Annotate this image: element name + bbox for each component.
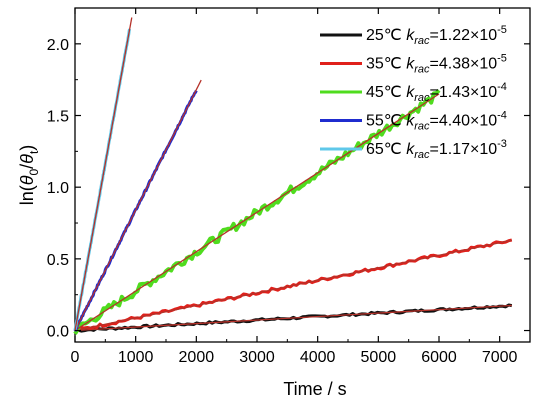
x-axis-title: Time / s (283, 379, 346, 399)
legend-label-2: 35℃ krac=4.38×10-5 (366, 53, 507, 76)
series-2 (74, 238, 513, 332)
y-tick-label: 0.0 (47, 324, 69, 341)
y-tick-label: 2.0 (47, 37, 69, 54)
x-tick-label: 5000 (361, 349, 397, 366)
series-layer (73, 17, 513, 335)
series-5 (73, 17, 133, 331)
series-1 (74, 303, 513, 333)
series-4-fit-line (74, 79, 202, 331)
series-1-fit-line (74, 304, 512, 332)
x-tick-label: 7000 (482, 349, 518, 366)
legend-label-1: 25℃ krac=1.22×10-5 (366, 24, 507, 47)
y-tick-label: 1.0 (47, 180, 69, 197)
legend-label-5: 65℃ krac=1.17×10-3 (366, 138, 507, 161)
x-tick-label: 1000 (118, 349, 154, 366)
series-4 (73, 79, 202, 332)
y-tick-label: 0.5 (47, 252, 69, 269)
x-tick-label: 4000 (300, 349, 336, 366)
x-tick-label: 0 (71, 349, 80, 366)
x-tick-label: 2000 (179, 349, 215, 366)
axes-layer: 0 1000 2000 3000 4000 5000 6000 7000 0.0 0.5 1.0 1.… (47, 8, 530, 366)
x-tick-label: 3000 (239, 349, 275, 366)
series-3-fit-line (74, 93, 440, 332)
series-2-fit-line (74, 239, 512, 332)
x-tick-label: 6000 (421, 349, 457, 366)
y-axis-title: ln(θ0/θt) (17, 145, 41, 206)
legend-label-4: 55℃ krac=4.40×10-4 (366, 110, 507, 133)
series-5-fit-line (74, 17, 133, 331)
y-tick-label: 1.5 (47, 109, 69, 126)
legend-label-3: 45℃ krac=1.43×10-4 (366, 81, 507, 104)
series-3 (73, 88, 441, 335)
plot-frame (74, 7, 531, 343)
legend: 25℃ krac=1.22×10-5 35℃ krac=4.38×10-5 45℃ … (320, 24, 507, 161)
